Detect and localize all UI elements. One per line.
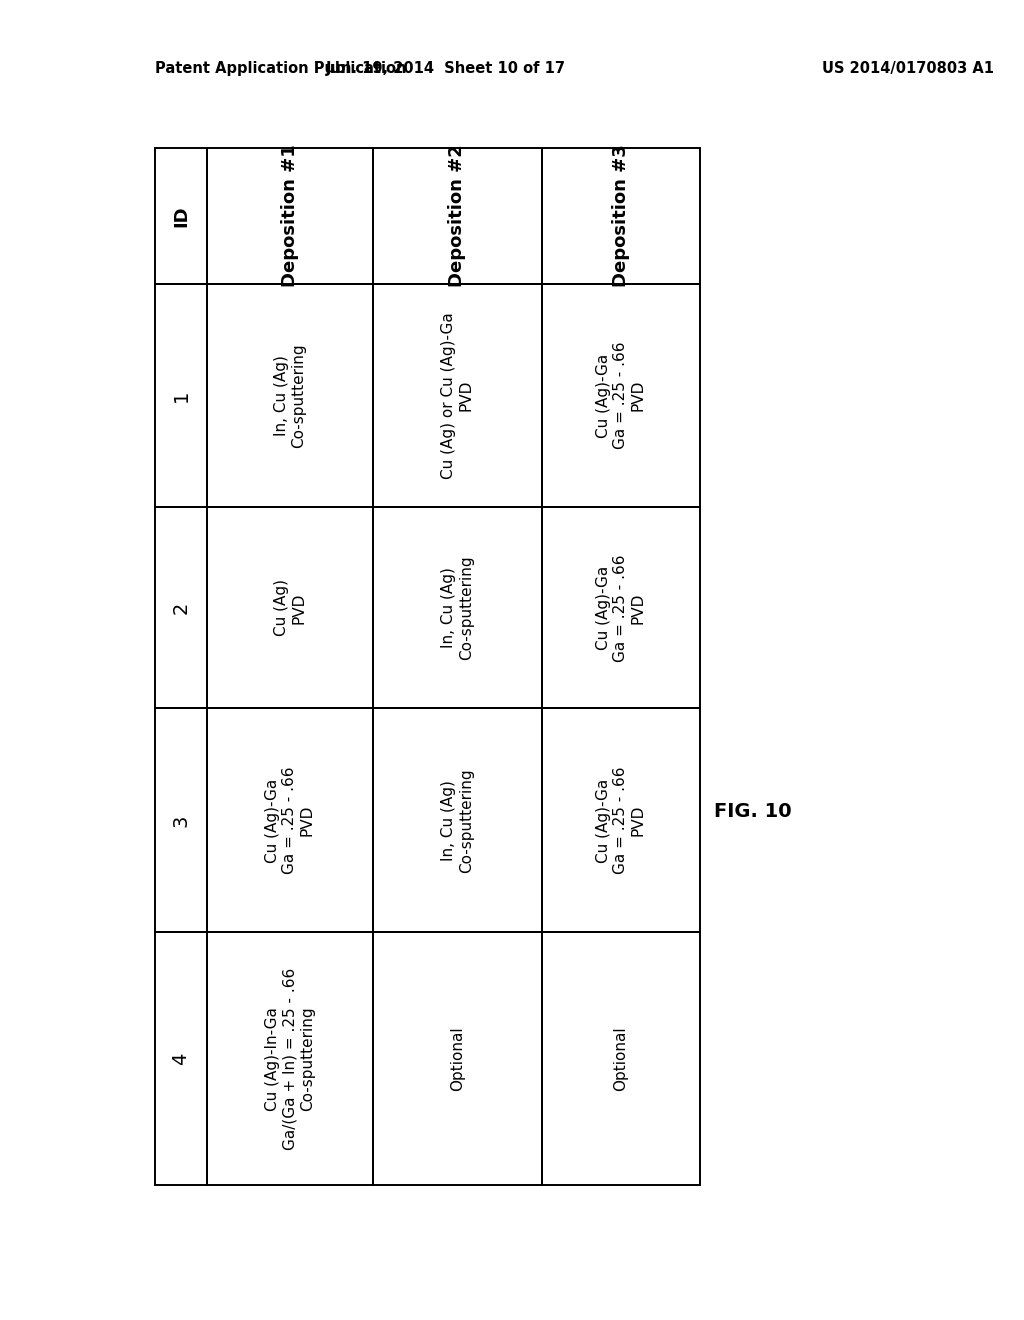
Bar bbox=[207, 709, 373, 932]
Text: Patent Application Publication: Patent Application Publication bbox=[155, 61, 407, 75]
Text: 1: 1 bbox=[171, 389, 190, 401]
Text: 2: 2 bbox=[171, 602, 190, 614]
Text: Optional: Optional bbox=[613, 1027, 629, 1092]
Text: In, Cu (Ag)
Co-sputtering: In, Cu (Ag) Co-sputtering bbox=[273, 343, 306, 447]
Bar bbox=[373, 709, 542, 932]
Bar bbox=[207, 507, 373, 709]
Text: Deposition #1: Deposition #1 bbox=[281, 144, 299, 288]
Text: ID: ID bbox=[172, 205, 189, 227]
Text: Cu (Ag)-In-Ga
Ga/(Ga + In) = .25 - .66
Co-sputtering: Cu (Ag)-In-Ga Ga/(Ga + In) = .25 - .66 C… bbox=[265, 968, 314, 1150]
Text: Deposition #2: Deposition #2 bbox=[449, 144, 467, 288]
Bar bbox=[373, 148, 542, 284]
Bar bbox=[542, 284, 700, 507]
Bar bbox=[542, 148, 700, 284]
Bar bbox=[155, 507, 207, 709]
Text: Cu (Ag) or Cu (Ag)-Ga
PVD: Cu (Ag) or Cu (Ag)-Ga PVD bbox=[441, 312, 474, 479]
Text: Cu (Ag)-Ga
Ga = .25 - .66
PVD: Cu (Ag)-Ga Ga = .25 - .66 PVD bbox=[265, 767, 314, 874]
Text: Cu (Ag)-Ga
Ga = .25 - .66
PVD: Cu (Ag)-Ga Ga = .25 - .66 PVD bbox=[596, 342, 646, 449]
Bar bbox=[373, 284, 542, 507]
Text: FIG. 10: FIG. 10 bbox=[714, 803, 792, 821]
Bar bbox=[155, 709, 207, 932]
Text: In, Cu (Ag)
Co-sputtering: In, Cu (Ag) Co-sputtering bbox=[441, 556, 474, 660]
Bar bbox=[542, 507, 700, 709]
Text: 3: 3 bbox=[171, 814, 190, 826]
Text: Jun. 19, 2014  Sheet 10 of 17: Jun. 19, 2014 Sheet 10 of 17 bbox=[326, 61, 565, 75]
Bar bbox=[155, 932, 207, 1185]
Bar bbox=[542, 709, 700, 932]
Bar bbox=[155, 284, 207, 507]
Text: Optional: Optional bbox=[450, 1027, 465, 1092]
Text: 4: 4 bbox=[171, 1052, 190, 1065]
Bar bbox=[373, 932, 542, 1185]
Text: Cu (Ag)
PVD: Cu (Ag) PVD bbox=[273, 579, 306, 636]
Text: Cu (Ag)-Ga
Ga = .25 - .66
PVD: Cu (Ag)-Ga Ga = .25 - .66 PVD bbox=[596, 767, 646, 874]
Text: Cu (Ag)-Ga
Ga = .25 - .66
PVD: Cu (Ag)-Ga Ga = .25 - .66 PVD bbox=[596, 554, 646, 661]
Bar bbox=[373, 507, 542, 709]
Bar bbox=[155, 148, 207, 284]
Text: US 2014/0170803 A1: US 2014/0170803 A1 bbox=[822, 61, 994, 75]
Text: In, Cu (Ag)
Co-sputtering: In, Cu (Ag) Co-sputtering bbox=[441, 768, 474, 873]
Bar bbox=[542, 932, 700, 1185]
Bar bbox=[207, 932, 373, 1185]
Bar bbox=[207, 148, 373, 284]
Bar bbox=[207, 284, 373, 507]
Text: Deposition #3: Deposition #3 bbox=[612, 144, 630, 288]
